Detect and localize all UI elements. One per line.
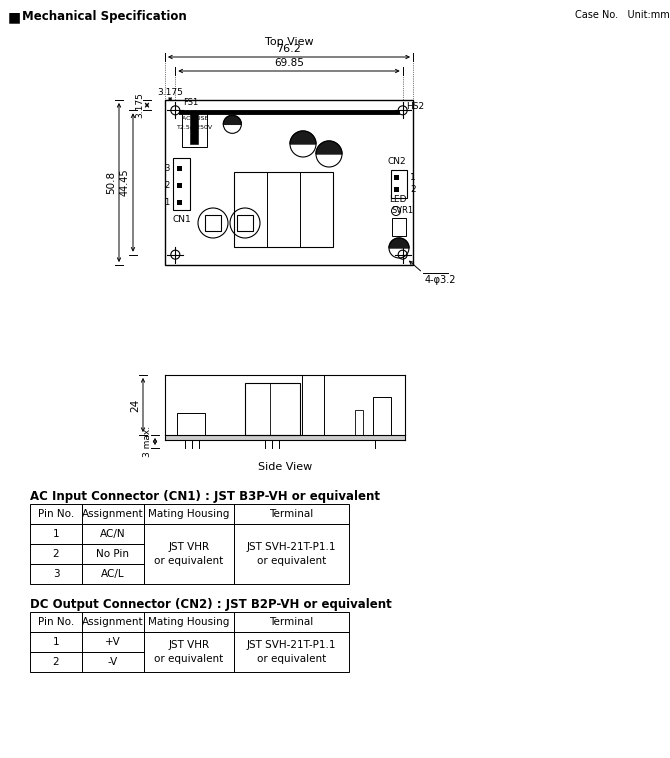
Text: No Pin: No Pin bbox=[96, 549, 129, 559]
Text: +V: +V bbox=[105, 637, 121, 647]
Text: HS2: HS2 bbox=[405, 102, 424, 111]
Text: CN1: CN1 bbox=[172, 215, 191, 224]
Text: 2: 2 bbox=[53, 549, 60, 559]
Text: 76.2: 76.2 bbox=[277, 44, 302, 54]
Text: Pin No.: Pin No. bbox=[38, 617, 74, 627]
Text: Assignment: Assignment bbox=[82, 617, 144, 627]
Bar bbox=[394, 187, 399, 192]
Bar bbox=[144, 612, 234, 632]
Bar bbox=[82, 504, 144, 524]
Text: 2: 2 bbox=[53, 657, 60, 667]
Text: 3.175: 3.175 bbox=[135, 92, 144, 118]
Text: 3 max.: 3 max. bbox=[143, 426, 152, 457]
Bar bbox=[82, 612, 144, 632]
Text: AC/L: AC/L bbox=[101, 569, 125, 579]
Text: SVR1: SVR1 bbox=[392, 206, 414, 215]
Text: 3: 3 bbox=[53, 569, 60, 579]
Bar bbox=[178, 183, 182, 188]
Text: 69.85: 69.85 bbox=[274, 58, 304, 68]
Bar bbox=[392, 218, 406, 236]
Text: 1: 1 bbox=[164, 198, 170, 207]
Text: JST SVH-21T-P1.1
or equivalent: JST SVH-21T-P1.1 or equivalent bbox=[247, 543, 336, 565]
Bar bbox=[178, 166, 182, 171]
Text: 2: 2 bbox=[164, 180, 170, 190]
Bar bbox=[234, 524, 349, 584]
Bar bbox=[144, 524, 234, 584]
Text: Top View: Top View bbox=[265, 37, 314, 47]
Text: Case No.   Unit:mm: Case No. Unit:mm bbox=[575, 10, 670, 20]
Bar bbox=[245, 383, 300, 435]
Text: 1: 1 bbox=[410, 173, 416, 182]
Bar bbox=[182, 112, 207, 147]
Text: Pin No.: Pin No. bbox=[38, 509, 74, 519]
Text: CN2: CN2 bbox=[388, 157, 407, 166]
Bar bbox=[30, 632, 82, 652]
Text: 24: 24 bbox=[130, 399, 140, 412]
Text: Side View: Side View bbox=[258, 462, 312, 472]
Polygon shape bbox=[389, 238, 409, 248]
Polygon shape bbox=[223, 115, 241, 124]
Bar bbox=[394, 175, 399, 180]
Bar bbox=[82, 652, 144, 672]
Bar bbox=[177, 413, 205, 435]
Text: 3: 3 bbox=[164, 164, 170, 173]
Text: Terminal: Terminal bbox=[269, 509, 314, 519]
Bar bbox=[391, 170, 407, 198]
Bar bbox=[82, 564, 144, 584]
Bar bbox=[355, 410, 363, 435]
Text: Terminal: Terminal bbox=[269, 617, 314, 627]
Text: 3.175: 3.175 bbox=[157, 88, 183, 97]
Bar bbox=[165, 100, 413, 265]
Bar bbox=[302, 375, 324, 435]
Bar bbox=[144, 632, 234, 672]
Bar bbox=[30, 652, 82, 672]
Text: -V: -V bbox=[108, 657, 118, 667]
Text: T2.5A/250V: T2.5A/250V bbox=[177, 124, 213, 130]
Bar bbox=[82, 632, 144, 652]
Bar bbox=[30, 504, 82, 524]
Text: LED: LED bbox=[389, 195, 407, 204]
Bar bbox=[205, 215, 221, 231]
Bar bbox=[234, 632, 349, 672]
Text: ■: ■ bbox=[8, 10, 21, 24]
Text: JST VHR
or equivalent: JST VHR or equivalent bbox=[154, 543, 224, 565]
Polygon shape bbox=[316, 141, 342, 154]
Text: 44.45: 44.45 bbox=[120, 169, 130, 196]
Text: Mechanical Specification: Mechanical Specification bbox=[22, 10, 187, 23]
Text: AC/N: AC/N bbox=[100, 529, 126, 539]
Text: 2: 2 bbox=[410, 185, 415, 194]
Bar bbox=[82, 524, 144, 544]
Text: 50.8: 50.8 bbox=[106, 171, 116, 194]
Bar bbox=[30, 524, 82, 544]
Bar bbox=[30, 544, 82, 564]
Text: AC FUSE: AC FUSE bbox=[182, 116, 208, 121]
Text: Assignment: Assignment bbox=[82, 509, 144, 519]
Bar bbox=[373, 397, 391, 435]
Bar bbox=[234, 172, 333, 247]
Text: 1: 1 bbox=[53, 529, 60, 539]
Text: JST VHR
or equivalent: JST VHR or equivalent bbox=[154, 641, 224, 663]
Text: Mating Housing: Mating Housing bbox=[148, 617, 230, 627]
Text: 4-φ3.2: 4-φ3.2 bbox=[425, 274, 456, 285]
Bar bbox=[165, 435, 405, 440]
Bar bbox=[190, 114, 198, 144]
Text: FS1: FS1 bbox=[184, 99, 198, 108]
Bar bbox=[174, 158, 190, 210]
Bar bbox=[234, 504, 349, 524]
Text: 1: 1 bbox=[53, 637, 60, 647]
Text: DC Output Connector (CN2) : JST B2P-VH or equivalent: DC Output Connector (CN2) : JST B2P-VH o… bbox=[30, 598, 392, 611]
Text: Mating Housing: Mating Housing bbox=[148, 509, 230, 519]
Text: AC Input Connector (CN1) : JST B3P-VH or equivalent: AC Input Connector (CN1) : JST B3P-VH or… bbox=[30, 490, 380, 503]
Text: JST SVH-21T-P1.1
or equivalent: JST SVH-21T-P1.1 or equivalent bbox=[247, 641, 336, 663]
Bar bbox=[30, 564, 82, 584]
Polygon shape bbox=[290, 131, 316, 144]
Bar bbox=[234, 612, 349, 632]
Bar bbox=[82, 544, 144, 564]
Bar bbox=[237, 215, 253, 231]
Bar bbox=[178, 200, 182, 205]
Bar bbox=[144, 504, 234, 524]
Bar bbox=[30, 612, 82, 632]
